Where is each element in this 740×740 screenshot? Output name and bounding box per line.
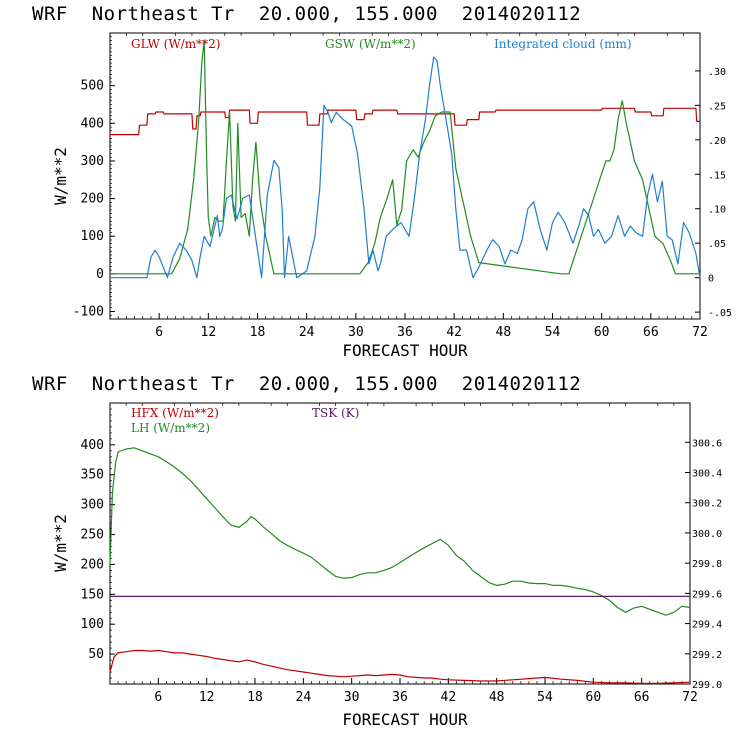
y-tick-label: 0 xyxy=(96,267,104,282)
y-tick-label: -100 xyxy=(73,304,104,319)
x-tick-label: 60 xyxy=(594,325,610,340)
series-layer xyxy=(110,39,701,279)
x-tick-label: 66 xyxy=(634,690,650,705)
x-tick-label: 6 xyxy=(154,690,162,705)
plot-frame xyxy=(109,402,691,685)
series-line-0 xyxy=(109,649,691,685)
x-tick-label: 12 xyxy=(201,325,217,340)
y2-tick-label: 300.6 xyxy=(692,438,722,449)
chart-title: WRF Northeast Tr 20.000, 155.000 2014020… xyxy=(32,3,581,25)
series-line-1 xyxy=(109,447,691,616)
top-chart: WRF Northeast Tr 20.000, 155.000 2014020… xyxy=(32,3,732,360)
y2-tick-label: 299.4 xyxy=(692,620,722,631)
y2-tick-label: 299.0 xyxy=(692,680,722,691)
x-tick-label: 54 xyxy=(545,325,561,340)
y-tick-label: 50 xyxy=(88,647,104,662)
y2-tick-label: .05 xyxy=(708,239,726,250)
y2-tick-label: -.05 xyxy=(708,308,732,319)
y2-tick-label: .20 xyxy=(708,136,726,147)
x-tick-label: 72 xyxy=(682,690,698,705)
x-axis-label: FORECAST HOUR xyxy=(342,341,468,360)
series-line-2 xyxy=(110,56,701,279)
y-tick-label: 300 xyxy=(81,154,104,169)
y-tick-label: 300 xyxy=(81,498,104,513)
y-axis-label: W/m**2 xyxy=(51,147,70,205)
bottom-chart: WRF Northeast Tr 20.000, 155.000 2014020… xyxy=(32,373,722,729)
y-tick-label: 400 xyxy=(81,438,104,453)
x-tick-label: 30 xyxy=(344,690,360,705)
series-line-0 xyxy=(110,107,700,136)
x-axis: 6 12 18 24 30 36 42 48 54 60 66 72 xyxy=(117,33,708,340)
x-tick-label: 54 xyxy=(537,690,553,705)
x-axis-label: FORECAST HOUR xyxy=(342,710,468,729)
y-tick-label: 100 xyxy=(81,617,104,632)
y-tick-label: 400 xyxy=(81,116,104,131)
y-tick-label: 150 xyxy=(81,587,104,602)
y2-tick-label: 0 xyxy=(708,274,714,285)
legend-cloud: Integrated cloud (mm) xyxy=(494,37,632,51)
left-y-axis: -100 0 100 200 300 400 500 xyxy=(73,32,115,319)
y2-tick-label: .10 xyxy=(708,205,726,216)
y-tick-label: 100 xyxy=(81,229,104,244)
y-tick-label: 200 xyxy=(81,557,104,572)
x-tick-label: 18 xyxy=(250,325,266,340)
y-tick-label: 250 xyxy=(81,528,104,543)
x-tick-label: 60 xyxy=(586,690,602,705)
x-tick-label: 24 xyxy=(299,325,315,340)
legend-gsw: GSW (W/m**2) xyxy=(325,37,416,51)
x-tick-label: 36 xyxy=(392,690,408,705)
right-y-axis: -.05 0 .05 .10 .15 .20 .25 .30 xyxy=(695,67,732,319)
y2-tick-label: .25 xyxy=(708,101,726,112)
left-y-axis: 50 100 150 200 250 300 350 400 xyxy=(81,402,115,685)
y2-tick-label: .15 xyxy=(708,170,726,181)
y-axis-label: W/m**2 xyxy=(51,514,70,572)
x-tick-label: 24 xyxy=(296,690,312,705)
x-tick-label: 6 xyxy=(155,325,163,340)
x-axis: 6 12 18 24 30 36 42 48 54 60 66 72 xyxy=(117,403,698,705)
series-layer xyxy=(109,447,691,685)
y2-tick-label: 300.2 xyxy=(692,499,722,510)
y2-tick-label: 300.4 xyxy=(692,468,722,479)
legend-lh: LH (W/m**2) xyxy=(131,421,210,435)
y2-tick-label: 299.2 xyxy=(692,650,722,661)
x-tick-label: 48 xyxy=(496,325,512,340)
x-tick-label: 12 xyxy=(199,690,215,705)
x-tick-label: 18 xyxy=(247,690,263,705)
legend-tsk: TSK (K) xyxy=(312,406,359,420)
y2-tick-label: 299.8 xyxy=(692,559,722,570)
y-tick-label: 350 xyxy=(81,468,104,483)
y-tick-label: 200 xyxy=(81,192,104,207)
x-tick-label: 36 xyxy=(397,325,413,340)
right-y-axis: 299.0 299.2 299.4 299.6 299.8 300.0 300.2 300.4… xyxy=(685,438,722,691)
y2-tick-label: 300.0 xyxy=(692,529,722,540)
x-tick-label: 66 xyxy=(643,325,659,340)
x-tick-label: 48 xyxy=(489,690,505,705)
series-line-1 xyxy=(110,39,700,275)
y2-tick-label: .30 xyxy=(708,67,726,78)
x-tick-label: 72 xyxy=(692,325,708,340)
y-tick-label: 500 xyxy=(81,79,104,94)
legend-glw: GLW (W/m**2) xyxy=(131,37,220,51)
x-tick-label: 42 xyxy=(446,325,462,340)
chart-title: WRF Northeast Tr 20.000, 155.000 2014020… xyxy=(32,373,581,395)
legend-hfx: HFX (W/m**2) xyxy=(131,406,219,420)
x-tick-label: 42 xyxy=(441,690,457,705)
x-tick-label: 30 xyxy=(348,325,364,340)
y2-tick-label: 299.6 xyxy=(692,589,722,600)
